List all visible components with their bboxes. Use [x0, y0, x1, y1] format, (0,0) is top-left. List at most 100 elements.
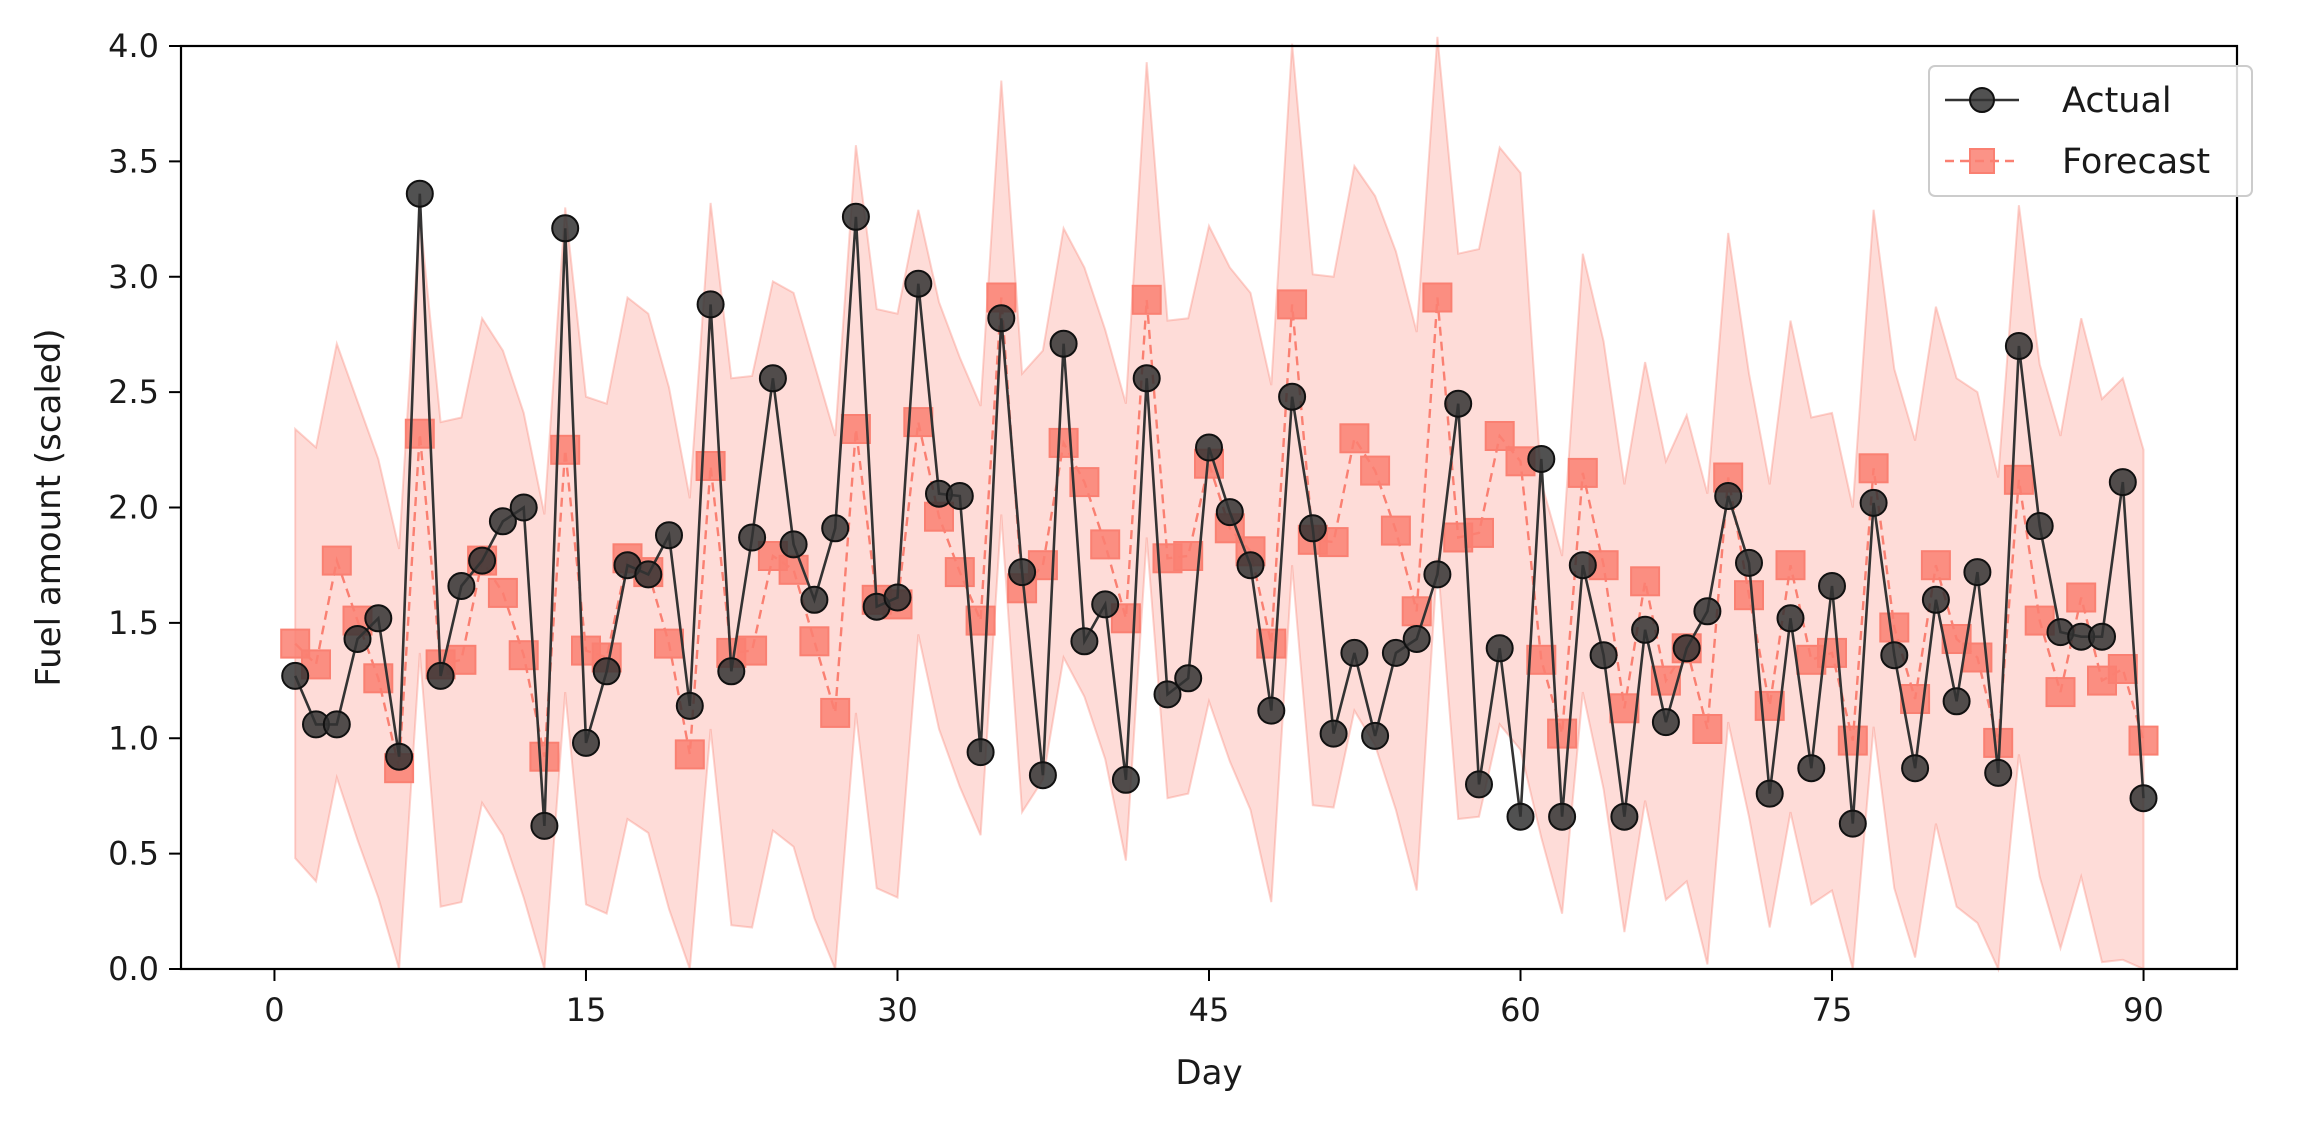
actual-point [883, 583, 912, 612]
actual-point [1402, 625, 1431, 653]
forecast-point [2003, 464, 2034, 495]
actual-point [385, 742, 414, 771]
actual-point [1236, 551, 1265, 580]
actual-point [987, 304, 1016, 333]
forecast-point [1339, 423, 1370, 454]
actual-point [758, 364, 787, 393]
forecast-point [1920, 550, 1951, 581]
forecast-point [799, 626, 830, 657]
forecast-point [1464, 517, 1494, 548]
forecast-point [1484, 421, 1515, 451]
forecast-point [1422, 282, 1453, 313]
y-tick-label: 4.0 [108, 27, 159, 65]
actual-point [1714, 482, 1743, 510]
actual-point [1485, 634, 1514, 663]
actual-point [2129, 784, 2158, 813]
actual-point [1132, 364, 1161, 393]
actual-point [655, 521, 683, 550]
legend-forecast-marker [1969, 148, 1995, 174]
actual-point [821, 514, 850, 543]
actual-point [1631, 615, 1660, 644]
actual-point [2004, 332, 2033, 360]
actual-point [1319, 719, 1348, 748]
actual-point [468, 546, 497, 575]
forecast-point [2107, 654, 2138, 684]
forecast-point [944, 557, 975, 588]
y-tick-label: 3.0 [108, 258, 159, 296]
actual-point [904, 269, 933, 298]
actual-point [1942, 687, 1971, 716]
actual-point [1776, 604, 1805, 633]
actual-point [488, 507, 517, 536]
actual-point [1755, 779, 1784, 808]
x-tick-label: 15 [566, 991, 607, 1029]
actual-point [1548, 802, 1577, 831]
actual-point [322, 710, 351, 739]
actual-point [1506, 802, 1535, 831]
y-tick-label: 2.5 [108, 373, 159, 411]
actual-point [2025, 512, 2054, 540]
actual-point [1901, 754, 1930, 783]
forecast-point [1775, 550, 1806, 581]
x-tick-label: 90 [2123, 991, 2164, 1029]
actual-point [1174, 664, 1203, 693]
forecast-point [1567, 457, 1598, 488]
actual-point [1921, 585, 1950, 614]
actual-point [1111, 765, 1140, 794]
actual-point [1963, 558, 1992, 587]
actual-point [1008, 558, 1037, 587]
actual-point [2088, 622, 2116, 651]
y-axis-label: Fuel amount (scaled) [29, 328, 69, 686]
actual-point [2108, 468, 2137, 497]
forecast-point [321, 545, 352, 576]
forecast-point [1858, 453, 1889, 484]
actual-point [1049, 329, 1078, 358]
actual-point [1797, 754, 1826, 783]
actual-point [1568, 551, 1597, 580]
actual-point [1361, 721, 1390, 750]
forecast-point [1277, 289, 1308, 320]
actual-point [1527, 445, 1556, 473]
actual-point [1880, 641, 1909, 670]
actual-point [1278, 382, 1307, 411]
y-tick-label: 1.0 [108, 719, 159, 757]
forecast-point [737, 635, 768, 666]
forecast-point [1048, 427, 1079, 458]
actual-point [1028, 761, 1057, 790]
x-axis-ticks: 0 15 30 45 60 75 90 [264, 969, 2164, 1029]
forecast-point [820, 697, 851, 728]
actual-point [509, 493, 538, 522]
y-tick-label: 3.5 [108, 142, 159, 180]
actual-point [717, 657, 746, 686]
actual-point [426, 661, 455, 690]
x-tick-label: 60 [1500, 991, 1541, 1029]
actual-point [1589, 641, 1618, 670]
actual-point [738, 523, 767, 552]
actual-point [1693, 597, 1722, 626]
forecast-point [1837, 725, 1868, 756]
actual-point [1257, 696, 1286, 725]
forecast-point [1879, 612, 1910, 643]
y-tick-label: 2.0 [108, 489, 159, 527]
actual-point [966, 738, 995, 767]
forecast-point [654, 628, 684, 659]
x-tick-label: 45 [1189, 991, 1230, 1029]
actual-point [1610, 802, 1639, 831]
actual-point [343, 625, 372, 653]
forecast-point [2066, 582, 2097, 613]
forecast-point [1090, 529, 1121, 560]
actual-point [1091, 590, 1120, 619]
forecast-point [529, 741, 560, 772]
y-tick-label: 0.0 [108, 950, 159, 988]
forecast-point [2128, 725, 2159, 756]
actual-point [1838, 809, 1867, 838]
forecast-point [1630, 566, 1661, 597]
actual-point [1381, 638, 1410, 667]
actual-point [1444, 389, 1473, 418]
actual-point [1070, 627, 1099, 656]
actual-point [1153, 680, 1182, 709]
forecast-point [1380, 515, 1411, 546]
actual-point [405, 179, 434, 208]
actual-point [1195, 433, 1223, 462]
